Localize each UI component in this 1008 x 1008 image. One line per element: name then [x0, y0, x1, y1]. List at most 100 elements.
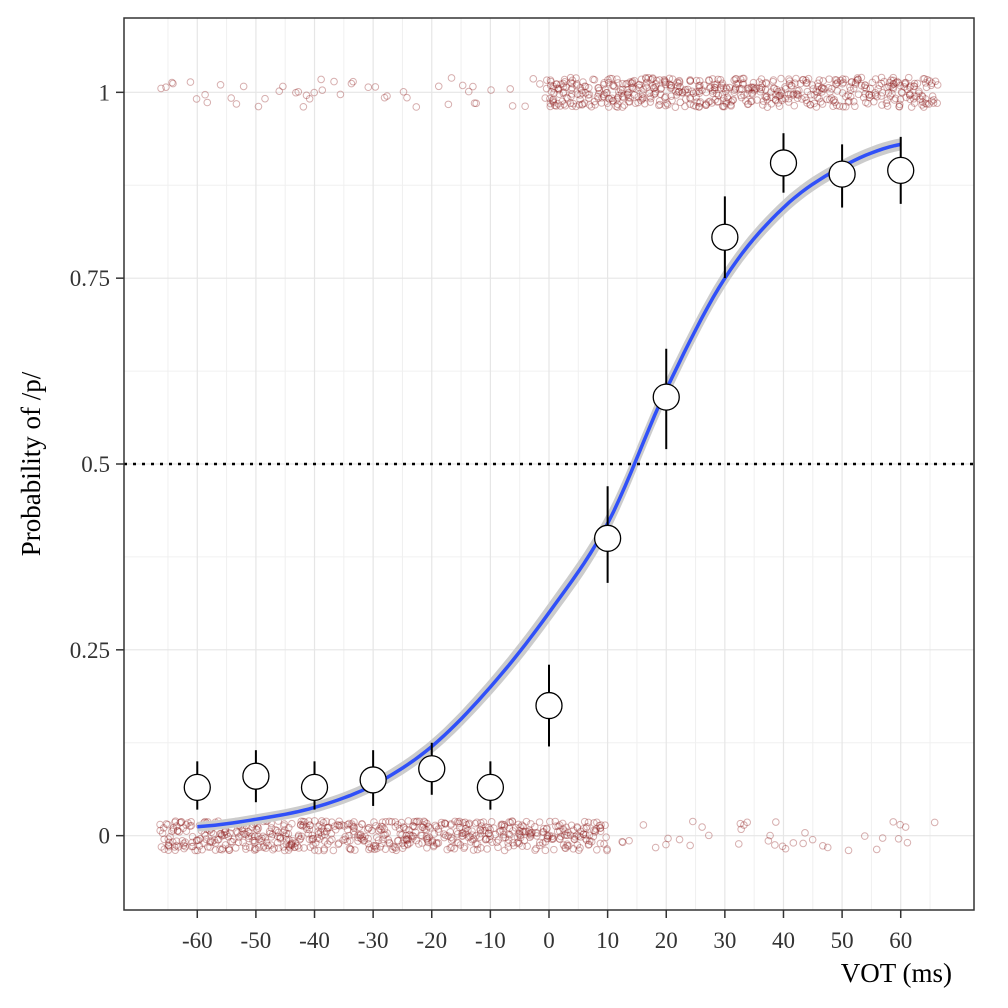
raw-point	[668, 96, 676, 105]
raw-point	[661, 77, 669, 85]
raw-point	[594, 84, 603, 92]
raw-point	[639, 821, 648, 829]
raw-point	[576, 827, 585, 836]
raw-point	[266, 829, 274, 838]
raw-point	[453, 827, 461, 836]
raw-point	[400, 841, 409, 850]
raw-point	[737, 91, 745, 100]
raw-point	[559, 79, 568, 88]
raw-point	[177, 818, 185, 826]
raw-point	[657, 84, 666, 92]
raw-point	[608, 94, 616, 103]
raw-point	[468, 831, 477, 839]
raw-point	[245, 834, 253, 843]
raw-point	[663, 100, 672, 109]
raw-point	[317, 75, 325, 84]
raw-point	[412, 818, 420, 826]
raw-point	[227, 837, 235, 846]
raw-point	[555, 834, 564, 843]
raw-point	[228, 837, 237, 846]
raw-point	[380, 831, 388, 839]
raw-point	[650, 84, 658, 93]
raw-point	[784, 94, 793, 103]
raw-point	[345, 844, 354, 853]
raw-point	[868, 91, 876, 100]
raw-point	[498, 820, 507, 829]
raw-point	[186, 78, 195, 86]
raw-point	[594, 94, 603, 103]
raw-point	[424, 822, 433, 831]
raw-point	[509, 827, 517, 835]
raw-point	[906, 82, 915, 90]
raw-point	[193, 846, 202, 855]
raw-point	[305, 835, 314, 844]
raw-point	[484, 829, 493, 838]
raw-point	[698, 823, 706, 831]
raw-point	[282, 829, 291, 838]
raw-point	[563, 831, 572, 840]
raw-point	[330, 822, 339, 830]
raw-point	[700, 81, 708, 90]
raw-point	[890, 96, 899, 104]
raw-point	[755, 84, 764, 92]
raw-point	[558, 819, 567, 828]
raw-point	[556, 835, 564, 844]
raw-point	[554, 99, 562, 108]
raw-point	[564, 828, 572, 837]
raw-point	[221, 841, 230, 849]
raw-point	[578, 101, 586, 109]
raw-point	[711, 83, 720, 92]
raw-point	[292, 88, 300, 97]
raw-point	[345, 819, 353, 828]
raw-point	[773, 85, 781, 94]
raw-point	[178, 836, 187, 845]
raw-point	[619, 93, 628, 102]
raw-point	[455, 817, 464, 826]
raw-point	[543, 835, 551, 843]
raw-point	[600, 78, 608, 87]
raw-point	[302, 91, 311, 100]
raw-point	[871, 75, 880, 83]
raw-point	[404, 835, 413, 843]
raw-point	[894, 79, 903, 87]
raw-point	[559, 825, 567, 833]
raw-point	[889, 73, 898, 82]
raw-point	[323, 840, 332, 848]
raw-point	[308, 836, 316, 844]
raw-point	[201, 831, 210, 840]
raw-point	[398, 839, 407, 848]
x-axis: -60 -50 -40 -30 -20 -10 0 10 20 30 40 50 60	[182, 910, 912, 953]
raw-point	[925, 100, 933, 108]
raw-point	[910, 99, 919, 107]
raw-point	[526, 830, 535, 839]
raw-point	[184, 819, 192, 827]
raw-point	[472, 832, 480, 840]
raw-point	[767, 93, 775, 102]
raw-point	[575, 100, 584, 109]
raw-point	[686, 93, 694, 102]
raw-point	[241, 830, 250, 839]
raw-point	[649, 83, 658, 92]
raw-point	[813, 88, 822, 97]
raw-point	[767, 99, 776, 108]
raw-point	[560, 831, 569, 839]
raw-point	[171, 817, 180, 825]
raw-point	[162, 83, 170, 91]
raw-point	[415, 840, 423, 848]
raw-point	[809, 85, 817, 93]
raw-point	[564, 841, 573, 850]
raw-point	[618, 79, 627, 88]
raw-point	[546, 102, 555, 111]
raw-point	[763, 103, 772, 111]
raw-point	[468, 827, 476, 835]
raw-point	[516, 833, 525, 842]
raw-point	[311, 839, 320, 847]
raw-point	[459, 819, 467, 827]
raw-point	[282, 840, 291, 848]
mean-point	[535, 691, 563, 720]
raw-point	[893, 77, 901, 86]
raw-point	[359, 836, 368, 845]
raw-point	[907, 103, 916, 111]
raw-point	[267, 824, 276, 832]
y-tick-label: 0.5	[81, 452, 110, 477]
